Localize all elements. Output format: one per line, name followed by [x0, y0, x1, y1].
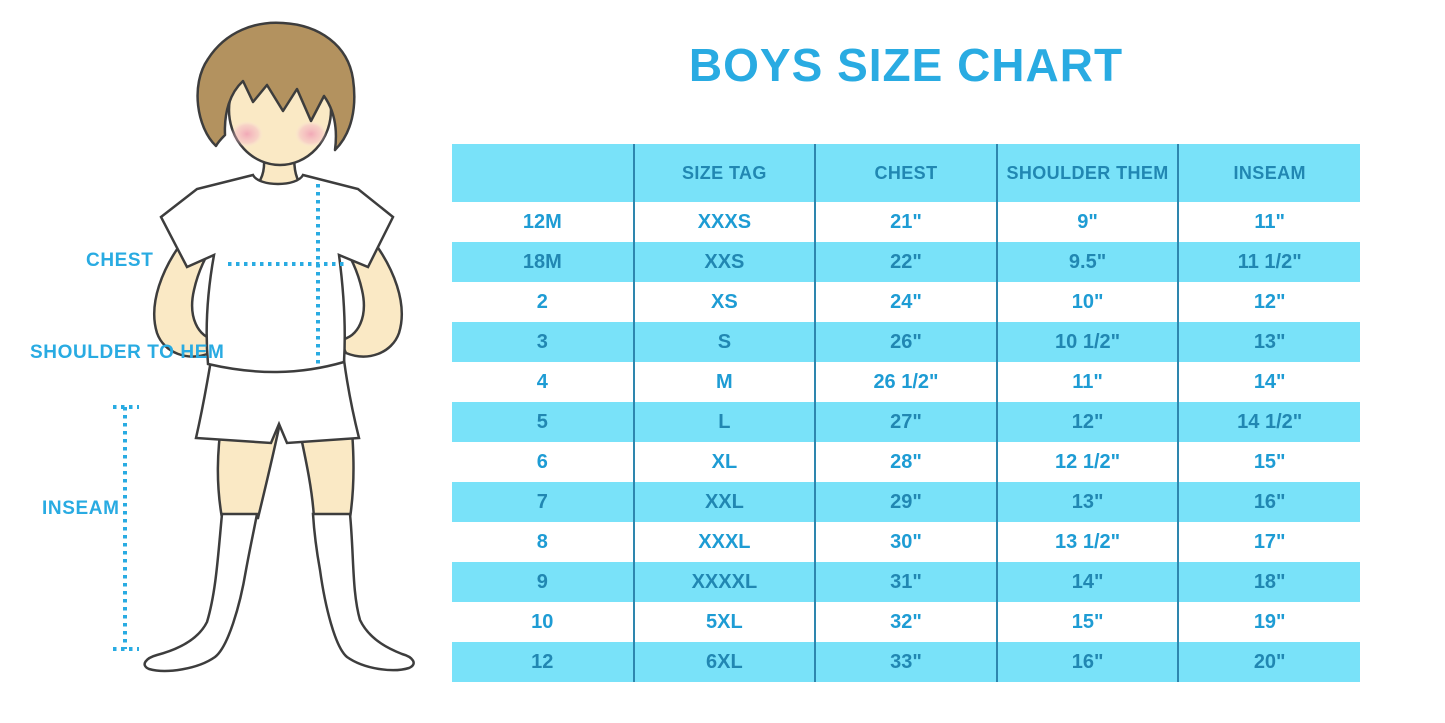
- table-cell: 10": [995, 282, 1179, 322]
- table-row: 12 6XL 33" 16" 20": [452, 642, 1360, 682]
- table-cell: 22": [814, 242, 997, 282]
- table-cell: 4: [452, 362, 634, 402]
- table-cell: 7: [452, 482, 634, 522]
- column-header: SIZE TAG: [632, 144, 816, 202]
- table-cell: 21": [814, 202, 997, 242]
- label-shoulder-to-hem: SHOULDER TO HEM: [30, 342, 225, 363]
- table-cell: 29": [814, 482, 997, 522]
- table-cell: M: [632, 362, 816, 402]
- table-cell: 19": [1177, 602, 1360, 642]
- table-cell: XL: [632, 442, 816, 482]
- socks: [143, 512, 415, 673]
- table-cell: 6: [452, 442, 634, 482]
- page-title: BOYS SIZE CHART: [688, 39, 1124, 91]
- table-cell: 11 1/2": [1177, 242, 1360, 282]
- table-cell: 14": [995, 562, 1179, 602]
- table-cell: XXXXL: [632, 562, 816, 602]
- table-row: 4 M 26 1/2" 11" 14": [452, 362, 1360, 402]
- table-cell: 9: [452, 562, 634, 602]
- table-cell: 8: [452, 522, 634, 562]
- table-cell: XXL: [632, 482, 816, 522]
- header-row: SIZE TAG CHEST SHOULDER THEM INSEAM: [452, 144, 1360, 202]
- table-cell: 9.5": [995, 242, 1179, 282]
- boy-illustration-svg: [113, 21, 415, 673]
- table-cell: 6XL: [632, 642, 816, 682]
- column-header: [452, 144, 634, 202]
- table-cell: 5XL: [632, 602, 816, 642]
- boy-illustration: CHEST SHOULDER TO HEM INSEAM: [0, 0, 450, 723]
- table-cell: 18M: [452, 242, 634, 282]
- table-cell: 15": [1177, 442, 1360, 482]
- table-row: 7 XXL 29" 13" 16": [452, 482, 1360, 522]
- table-cell: 2: [452, 282, 634, 322]
- table-cell: 5: [452, 402, 634, 442]
- table-cell: 12": [1177, 282, 1360, 322]
- table-cell: L: [632, 402, 816, 442]
- table-cell: 3: [452, 322, 634, 362]
- table-cell: XXXS: [632, 202, 816, 242]
- column-header: INSEAM: [1177, 144, 1360, 202]
- label-inseam: INSEAM: [42, 498, 120, 519]
- table-row: 9 XXXXL 31" 14" 18": [452, 562, 1360, 602]
- table-cell: 11": [1177, 202, 1360, 242]
- table-cell: 12": [995, 402, 1179, 442]
- table-cell: 24": [814, 282, 997, 322]
- table-cell: 16": [995, 642, 1179, 682]
- right-arm: [337, 236, 403, 358]
- size-table: SIZE TAG CHEST SHOULDER THEM INSEAM 12M XXXS…: [452, 144, 1360, 682]
- left-sock: [143, 512, 259, 673]
- hair: [196, 21, 356, 152]
- table-cell: 26": [814, 322, 997, 362]
- table-cell: XXXL: [632, 522, 816, 562]
- table-cell: 11": [995, 362, 1179, 402]
- table-cell: XXS: [632, 242, 816, 282]
- table-cell: 9": [995, 202, 1179, 242]
- table-cell: 12: [452, 642, 634, 682]
- measurement-guides: [113, 184, 344, 651]
- table-row: 2 XS 24" 10" 12": [452, 282, 1360, 322]
- table-cell: 32": [814, 602, 997, 642]
- left-blush: [231, 121, 263, 147]
- table-row: 10 5XL 32" 15" 19": [452, 602, 1360, 642]
- column-header: SHOULDER THEM: [995, 144, 1179, 202]
- table-cell: 31": [814, 562, 997, 602]
- t-shirt: [159, 173, 395, 374]
- table-cell: S: [632, 322, 816, 362]
- table-cell: 16": [1177, 482, 1360, 522]
- right-sock: [311, 512, 415, 672]
- table-cell: 13": [1177, 322, 1360, 362]
- size-table-header: SIZE TAG CHEST SHOULDER THEM INSEAM: [452, 144, 1360, 202]
- table-cell: 26 1/2": [814, 362, 997, 402]
- table-row: 6 XL 28" 12 1/2" 15": [452, 442, 1360, 482]
- table-cell: 14 1/2": [1177, 402, 1360, 442]
- table-cell: 10 1/2": [995, 322, 1179, 362]
- column-header: CHEST: [814, 144, 997, 202]
- right-blush: [295, 121, 327, 147]
- table-cell: 13 1/2": [995, 522, 1179, 562]
- table-cell: 15": [995, 602, 1179, 642]
- table-cell: 20": [1177, 642, 1360, 682]
- table-cell: 10: [452, 602, 634, 642]
- table-cell: 14": [1177, 362, 1360, 402]
- size-table-body: 12M XXXS 21" 9" 11" 18M XXS 22" 9.5" 11 1/2" 2 XS 24…: [452, 202, 1360, 682]
- table-row: 18M XXS 22" 9.5" 11 1/2": [452, 242, 1360, 282]
- table-cell: 33": [814, 642, 997, 682]
- table-cell: 12 1/2": [995, 442, 1179, 482]
- table-cell: 13": [995, 482, 1179, 522]
- head: [196, 21, 356, 167]
- table-row: 5 L 27" 12" 14 1/2": [452, 402, 1360, 442]
- label-chest: CHEST: [86, 250, 154, 271]
- table-row: 8 XXXL 30" 13 1/2" 17": [452, 522, 1360, 562]
- table-row: 12M XXXS 21" 9" 11": [452, 202, 1360, 242]
- table-cell: 30": [814, 522, 997, 562]
- table-row: 3 S 26" 10 1/2" 13": [452, 322, 1360, 362]
- table-cell: 27": [814, 402, 997, 442]
- table-cell: 17": [1177, 522, 1360, 562]
- table-cell: 28": [814, 442, 997, 482]
- table-cell: XS: [632, 282, 816, 322]
- arms: [153, 236, 403, 358]
- table-cell: 18": [1177, 562, 1360, 602]
- table-cell: 12M: [452, 202, 634, 242]
